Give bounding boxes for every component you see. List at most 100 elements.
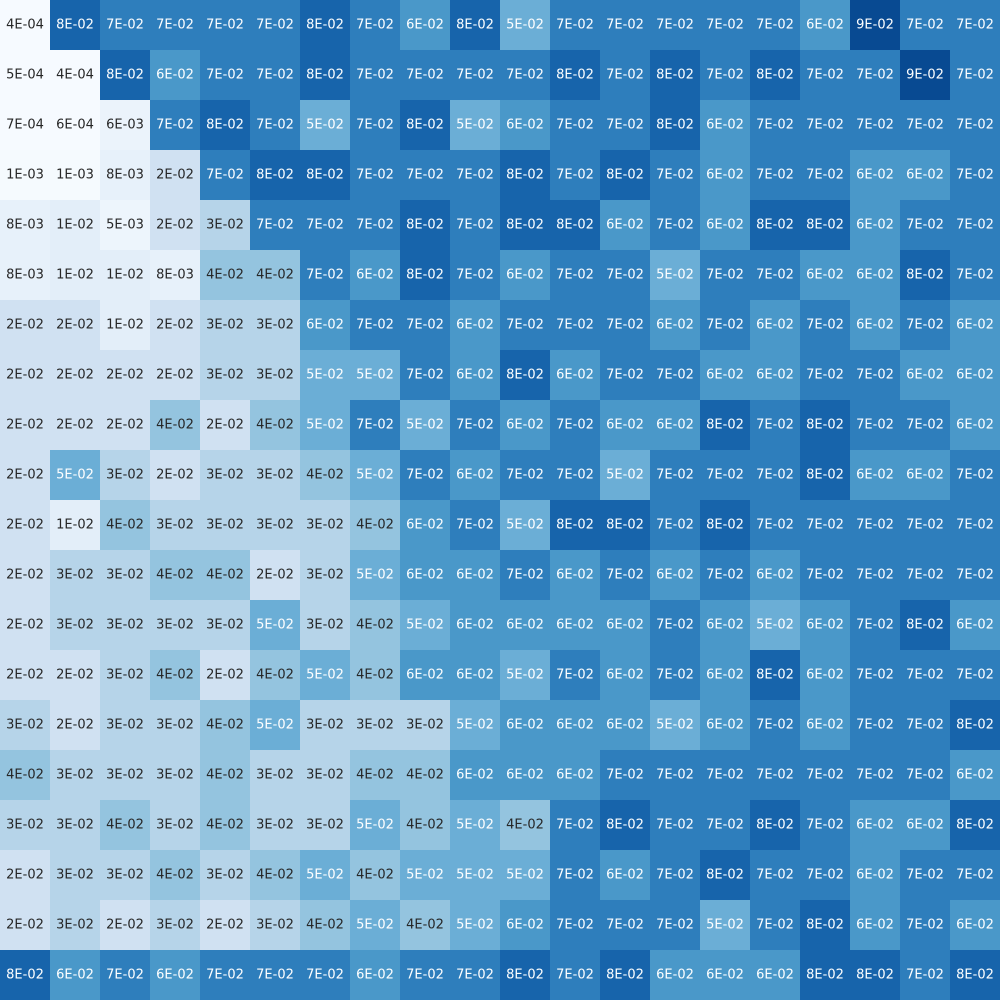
heatmap-cell: [800, 750, 850, 800]
heatmap-cell: [500, 500, 550, 550]
heatmap-cell: [650, 150, 700, 200]
heatmap-cell: [50, 200, 100, 250]
cell-label: 4E-02: [406, 818, 444, 833]
cell-label: 2E-02: [6, 418, 44, 433]
heatmap-cell: [600, 0, 650, 50]
heatmap-cell: [350, 800, 400, 850]
cell-label: 7E-02: [206, 18, 244, 33]
heatmap-cell: [550, 800, 600, 850]
cell-label: 6E-02: [606, 618, 644, 633]
cell-label: 7E-02: [856, 668, 894, 683]
cell-label: 8E-02: [806, 968, 844, 983]
cell-label: 6E-02: [506, 418, 544, 433]
cell-label: 7E-02: [906, 518, 944, 533]
heatmap-cell: [50, 100, 100, 150]
heatmap-cell: [250, 400, 300, 450]
heatmap-cell: [300, 450, 350, 500]
cell-label: 7E-02: [606, 268, 644, 283]
cell-label: 7E-02: [956, 218, 994, 233]
cell-label: 6E-02: [706, 718, 744, 733]
cell-label: 8E-02: [506, 168, 544, 183]
heatmap-cell: [300, 250, 350, 300]
cell-label: 7E-02: [556, 968, 594, 983]
heatmap-cell: [200, 400, 250, 450]
heatmap-cell: [200, 550, 250, 600]
heatmap-cell: [50, 400, 100, 450]
cell-label: 2E-02: [156, 318, 194, 333]
heatmap-cell: [150, 100, 200, 150]
cell-label: 3E-02: [306, 718, 344, 733]
cell-label: 4E-02: [206, 718, 244, 733]
cell-label: 3E-02: [206, 518, 244, 533]
cell-label: 7E-02: [706, 468, 744, 483]
cell-label: 7E-02: [706, 768, 744, 783]
heatmap-cell: [500, 600, 550, 650]
cell-label: 4E-02: [356, 668, 394, 683]
heatmap-cell: [800, 600, 850, 650]
cell-label: 3E-02: [56, 618, 94, 633]
heatmap-cell: [50, 850, 100, 900]
cell-label: 5E-03: [106, 218, 144, 233]
heatmap-cell: [350, 700, 400, 750]
heatmap-cell: [50, 300, 100, 350]
cell-label: 7E-02: [706, 68, 744, 83]
heatmap-cell: [100, 150, 150, 200]
cell-label: 8E-02: [756, 668, 794, 683]
cell-label: 5E-02: [656, 268, 694, 283]
heatmap-cell: [850, 850, 900, 900]
heatmap-cell: [550, 950, 600, 1000]
heatmap-cell: [150, 400, 200, 450]
cell-label: 5E-02: [456, 918, 494, 933]
heatmap-cell: [900, 0, 950, 50]
heatmap-cell: [500, 750, 550, 800]
heatmap-cell: [200, 750, 250, 800]
heatmap-cell: [700, 100, 750, 150]
cell-label: 6E-02: [506, 918, 544, 933]
heatmap-cell: [0, 400, 50, 450]
heatmap-cell: [100, 200, 150, 250]
heatmap-cell: [150, 450, 200, 500]
heatmap-cell: [400, 450, 450, 500]
cell-label: 8E-02: [606, 968, 644, 983]
heatmap-cell: [600, 750, 650, 800]
heatmap-cell: [300, 900, 350, 950]
heatmap-cell: [950, 900, 1000, 950]
cell-label: 8E-02: [6, 968, 44, 983]
heatmap-cell: [200, 350, 250, 400]
heatmap-cell: [0, 0, 50, 50]
heatmap-cell: [850, 350, 900, 400]
heatmap-cell: [950, 950, 1000, 1000]
cell-label: 7E-02: [806, 68, 844, 83]
heatmap-cell: [650, 600, 700, 650]
heatmap-cell: [650, 400, 700, 450]
cell-label: 9E-02: [906, 68, 944, 83]
heatmap-cell: [300, 100, 350, 150]
cell-label: 7E-02: [806, 318, 844, 333]
cell-label: 7E-02: [706, 818, 744, 833]
cell-label: 5E-02: [506, 18, 544, 33]
cell-label: 8E-02: [656, 68, 694, 83]
cell-label: 3E-02: [256, 518, 294, 533]
cell-label: 7E-02: [756, 268, 794, 283]
heatmap-cell: [900, 800, 950, 850]
cell-label: 7E-02: [456, 68, 494, 83]
heatmap-cell: [950, 200, 1000, 250]
cell-label: 3E-02: [306, 568, 344, 583]
cell-label: 6E-02: [406, 518, 444, 533]
heatmap-cell: [500, 700, 550, 750]
cell-label: 3E-02: [256, 918, 294, 933]
heatmap-cell: [750, 850, 800, 900]
cell-label: 6E-02: [656, 318, 694, 333]
cell-label: 4E-02: [106, 518, 144, 533]
heatmap-cell: [200, 450, 250, 500]
cell-label: 7E-02: [506, 318, 544, 333]
heatmap-cell: [100, 650, 150, 700]
cell-label: 5E-02: [356, 468, 394, 483]
heatmap-cell: [550, 850, 600, 900]
heatmap-cell: [0, 750, 50, 800]
cell-label: 7E-02: [806, 368, 844, 383]
heatmap-cell: [300, 650, 350, 700]
cell-label: 4E-02: [156, 568, 194, 583]
heatmap-cell: [900, 500, 950, 550]
heatmap-cell: [850, 650, 900, 700]
